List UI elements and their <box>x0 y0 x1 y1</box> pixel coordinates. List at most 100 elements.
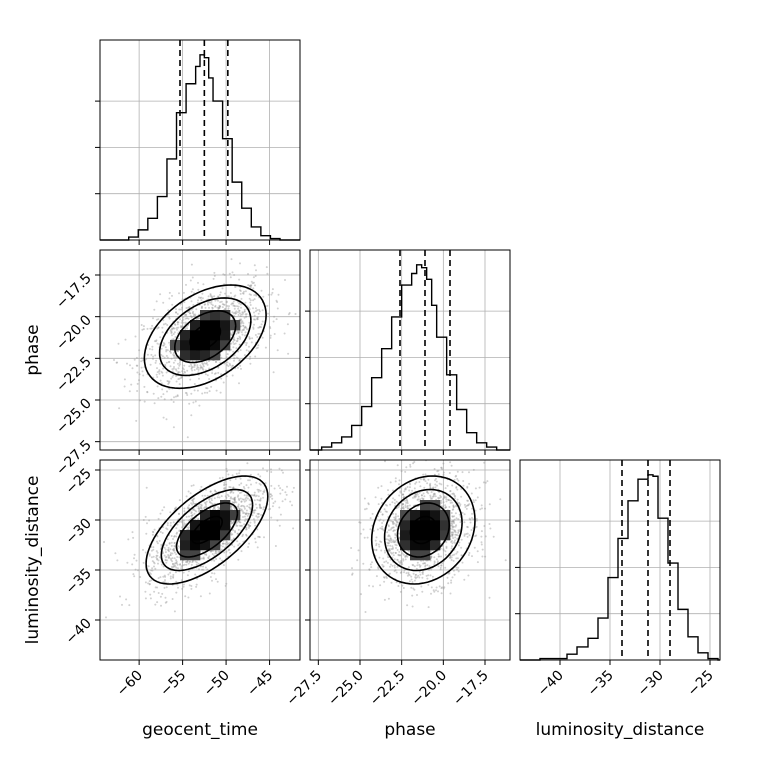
scatter-point <box>152 317 154 320</box>
scatter-point <box>466 504 469 507</box>
scatter-point <box>159 379 162 382</box>
scatter-point <box>157 397 160 400</box>
scatter-point <box>208 360 210 363</box>
scatter-point <box>185 314 187 317</box>
scatter-point <box>406 499 409 502</box>
scatter-point <box>246 512 249 515</box>
scatter-point <box>384 510 387 513</box>
scatter-point <box>245 509 248 512</box>
scatter-point <box>243 507 246 510</box>
scatter-point <box>395 547 397 549</box>
scatter-point <box>240 482 243 485</box>
scatter-point <box>238 521 241 524</box>
scatter-point <box>166 522 169 525</box>
scatter-point <box>245 315 248 318</box>
scatter-point <box>243 506 246 508</box>
scatter-point <box>394 519 397 522</box>
density-cell <box>420 520 431 531</box>
scatter-point <box>197 507 200 510</box>
scatter-point <box>163 574 166 577</box>
scatter-point <box>201 362 204 365</box>
scatter-point <box>382 565 385 568</box>
contour-1-2 <box>160 488 254 572</box>
scatter-point <box>223 273 226 276</box>
scatter-point <box>377 486 380 489</box>
scatter-point <box>242 498 245 501</box>
scatter-point <box>383 508 386 511</box>
scatter-point <box>242 512 245 514</box>
scatter-point <box>196 366 199 368</box>
scatter-point <box>244 512 247 515</box>
scatter-point <box>415 567 418 570</box>
scatter-point <box>474 487 477 490</box>
histogram-panel-geocent_time <box>95 39 301 245</box>
density-cell <box>410 530 421 541</box>
scatter-point <box>236 337 239 340</box>
scatter-point <box>444 550 447 553</box>
scatter-point <box>203 362 206 365</box>
scatter-point <box>418 570 421 573</box>
scatter-point <box>237 357 239 360</box>
scatter-point <box>459 504 461 507</box>
scatter-point <box>224 584 227 587</box>
scatter-point <box>173 562 176 565</box>
scatter-point <box>430 592 432 595</box>
scatter-point <box>415 493 417 496</box>
scatter-point <box>438 482 441 485</box>
scatter-point <box>243 290 245 293</box>
scatter-point <box>457 518 460 521</box>
scatter-point <box>253 323 255 326</box>
scatter-point <box>445 547 448 549</box>
scatter-point <box>289 500 292 503</box>
scatter-point <box>455 524 458 527</box>
scatter-point <box>393 529 396 532</box>
scatter-point <box>159 336 162 339</box>
scatter-point <box>397 506 400 509</box>
scatter-point <box>460 488 463 490</box>
scatter-point <box>200 503 203 506</box>
scatter-point <box>140 366 143 369</box>
scatter-point <box>195 563 198 566</box>
scatter-point <box>407 566 410 569</box>
x-axis-label-phase: phase <box>384 720 435 740</box>
scatter-point <box>231 522 233 524</box>
scatter-point <box>455 552 458 555</box>
scatter-point <box>454 539 456 542</box>
scatter-point <box>214 550 217 553</box>
scatter-point <box>239 303 242 306</box>
scatter-point <box>478 486 481 489</box>
scatter-point <box>248 525 251 528</box>
scatter-point <box>192 310 195 313</box>
scatter-point <box>168 556 171 559</box>
scatter-point <box>138 349 141 352</box>
scatter-point <box>205 503 207 506</box>
scatter-point <box>401 552 404 555</box>
scatter-point <box>211 572 213 575</box>
scatter-point <box>394 552 397 554</box>
scatter-point <box>181 526 183 529</box>
scatter-point <box>224 488 226 491</box>
scatter-point <box>258 482 261 485</box>
scatter-point <box>362 562 365 565</box>
scatter-point <box>443 586 446 589</box>
scatter-point <box>186 317 189 320</box>
scatter-point <box>140 360 143 363</box>
scatter-point <box>426 564 429 567</box>
scatter-point <box>168 380 171 383</box>
scatter-point <box>394 551 397 554</box>
scatter-point <box>173 551 176 554</box>
scatter-point <box>171 598 174 600</box>
scatter-point <box>195 583 198 586</box>
scatter-point <box>484 507 486 510</box>
scatter-point <box>199 367 202 370</box>
scatter-point <box>378 545 381 548</box>
scatter-point <box>444 553 447 556</box>
scatter-point <box>281 489 284 491</box>
scatter-point <box>194 560 197 563</box>
scatter-point <box>388 540 391 543</box>
scatter-point <box>227 365 230 368</box>
scatter-point <box>364 611 367 613</box>
scatter-point <box>362 528 365 531</box>
scatter-point <box>178 364 181 367</box>
scatter-point <box>203 553 206 556</box>
